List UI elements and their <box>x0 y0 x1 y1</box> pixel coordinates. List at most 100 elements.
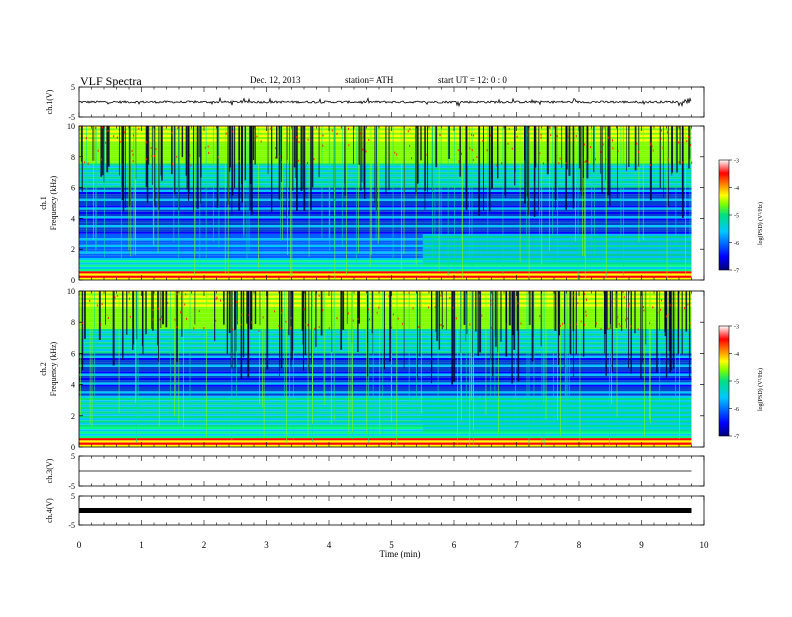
dark-streak <box>266 291 269 370</box>
frequency-band <box>79 132 692 135</box>
hot-pixel <box>274 147 276 150</box>
bright-streak <box>396 291 398 445</box>
bright-streak <box>557 126 558 265</box>
hot-pixel <box>418 325 420 328</box>
hot-pixel <box>607 292 609 295</box>
dark-streak <box>664 291 667 326</box>
dark-streak <box>527 126 530 215</box>
hot-pixel <box>691 161 693 164</box>
x-tick-label: 6 <box>452 540 457 550</box>
frequency-band <box>79 433 692 436</box>
frequency-band <box>79 444 692 447</box>
y-tick-label: 2 <box>71 412 75 421</box>
frequency-band-late <box>422 240 692 243</box>
hot-pixel <box>368 138 370 141</box>
colorbar-ch1-label: log(PSD) (V²/Hz) <box>757 202 764 245</box>
hot-pixel <box>279 155 281 158</box>
dark-streak <box>214 291 216 341</box>
hot-pixel <box>176 155 178 158</box>
frequency-band <box>79 326 692 329</box>
hot-pixel <box>650 143 652 146</box>
dark-streak <box>656 291 658 373</box>
dark-streak <box>244 126 247 181</box>
frequency-band <box>79 141 692 144</box>
colorbar-tick-label: -5 <box>734 214 739 220</box>
frequency-band <box>79 317 692 320</box>
dark-streak <box>276 126 278 159</box>
hot-pixel <box>159 318 161 321</box>
dark-streak <box>231 126 233 215</box>
bright-streak <box>382 291 384 436</box>
bright-streak <box>286 291 287 444</box>
dark-streak <box>259 291 261 325</box>
bright-streak <box>579 291 581 443</box>
colorbar-tick-label: -6 <box>734 241 739 247</box>
panel-ylabel-frequency: Frequency (kHz) <box>49 341 58 396</box>
dark-streak <box>505 291 508 357</box>
frequency-band <box>79 331 692 334</box>
hot-pixel <box>307 138 309 141</box>
hot-pixel <box>217 156 219 159</box>
colorbar-ch2-label: log(PSD) (V²/Hz) <box>757 368 764 411</box>
hot-pixel <box>686 140 688 143</box>
hot-pixel <box>100 158 102 161</box>
x-tick-label: 3 <box>264 540 269 550</box>
bright-streak <box>611 291 612 405</box>
bright-streak <box>175 291 176 406</box>
dark-streak <box>286 126 288 219</box>
hot-pixel <box>150 146 152 149</box>
hot-pixel <box>232 130 234 133</box>
dark-streak <box>671 126 674 173</box>
hot-pixel <box>102 126 104 129</box>
frequency-band <box>79 174 692 177</box>
hot-pixel <box>270 127 272 130</box>
hot-pixel <box>365 150 367 153</box>
bright-streak <box>178 126 180 258</box>
frequency-band <box>79 273 692 276</box>
dark-streak <box>497 291 499 353</box>
dark-streak <box>465 126 467 195</box>
hot-pixel <box>600 328 602 331</box>
hot-pixel <box>367 308 369 311</box>
frequency-band <box>79 351 692 354</box>
hot-pixel <box>348 144 350 147</box>
hot-pixel <box>131 149 133 152</box>
ch4-waveform <box>79 508 692 513</box>
panel-ylabel: ch.4(V) <box>45 498 54 523</box>
hot-pixel <box>407 130 409 133</box>
dark-streak <box>197 126 199 157</box>
hot-pixel <box>660 137 662 140</box>
bright-streak <box>330 291 332 425</box>
frequency-band <box>79 271 692 274</box>
dark-streak <box>465 126 468 210</box>
hot-pixel <box>617 316 619 319</box>
frequency-band-late <box>422 238 692 241</box>
bright-streak <box>95 126 97 249</box>
spectrogram-2 <box>79 126 693 280</box>
bright-streak <box>333 291 335 415</box>
dark-streak <box>240 126 243 185</box>
bright-streak <box>519 126 521 263</box>
frequency-band <box>79 143 692 146</box>
bright-streak <box>471 291 473 438</box>
hot-pixel <box>391 326 393 329</box>
dark-streak <box>438 291 441 350</box>
bright-streak <box>308 126 310 257</box>
hot-pixel <box>236 301 238 304</box>
hot-pixel <box>690 144 692 147</box>
dark-streak <box>102 126 104 165</box>
hot-pixel <box>290 326 292 329</box>
frequency-band <box>79 163 692 166</box>
frequency-band <box>79 389 692 392</box>
dark-streak <box>118 126 120 176</box>
dark-streak <box>670 291 672 371</box>
bright-streak <box>461 291 462 420</box>
dark-streak <box>126 291 128 335</box>
dark-streak <box>142 291 144 355</box>
frequency-band <box>79 438 692 441</box>
dark-streak <box>294 126 296 179</box>
bright-streak <box>675 126 677 246</box>
hot-pixel <box>556 135 558 138</box>
hot-pixel <box>82 321 84 324</box>
hot-pixel <box>681 161 683 164</box>
